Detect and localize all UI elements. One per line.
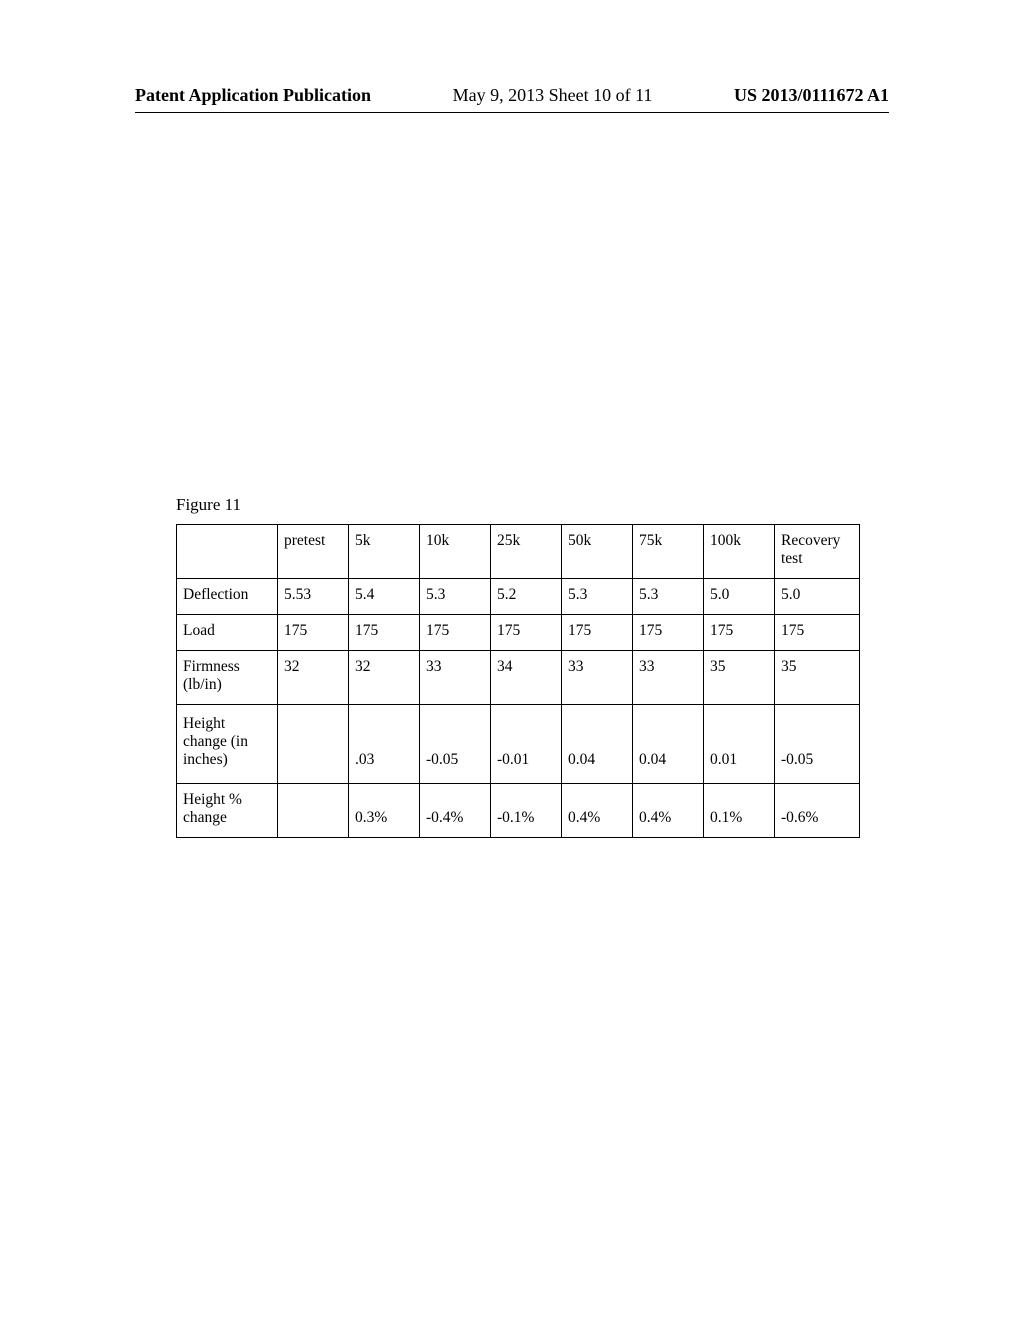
col-header: 100k: [704, 525, 775, 579]
table-cell: 5.2: [491, 579, 562, 615]
header-right: US 2013/0111672 A1: [734, 85, 889, 106]
patent-page: Patent Application Publication May 9, 20…: [0, 0, 1024, 1320]
table-cell: 33: [420, 651, 491, 705]
table-cell: -0.01: [491, 705, 562, 784]
table-cell: .03: [349, 705, 420, 784]
table-cell: 175: [420, 615, 491, 651]
col-header: pretest: [278, 525, 349, 579]
table-cell: -0.05: [420, 705, 491, 784]
header-left: Patent Application Publication: [135, 85, 371, 106]
table-row: Height change (in inches) .03 -0.05 -0.0…: [177, 705, 860, 784]
table-row: Height % change 0.3% -0.4% -0.1% 0.4% 0.…: [177, 784, 860, 838]
table-cell: 0.04: [633, 705, 704, 784]
table-cell: 0.4%: [562, 784, 633, 838]
table-cell: 175: [704, 615, 775, 651]
table-cell: 175: [775, 615, 860, 651]
row-label: Height change (in inches): [177, 705, 278, 784]
col-header: 25k: [491, 525, 562, 579]
table-cell: 33: [633, 651, 704, 705]
table-cell: 5.0: [704, 579, 775, 615]
col-header: 50k: [562, 525, 633, 579]
table-row: Firmness (lb/in) 32 32 33 34 33 33 35 35: [177, 651, 860, 705]
table-cell: -0.4%: [420, 784, 491, 838]
table-cell: -0.6%: [775, 784, 860, 838]
table-cell: 35: [704, 651, 775, 705]
data-table-wrap: pretest 5k 10k 25k 50k 75k 100k Recovery…: [176, 524, 860, 838]
table-cell: [278, 784, 349, 838]
table-cell: 32: [349, 651, 420, 705]
table-cell: 0.1%: [704, 784, 775, 838]
table-cell: 5.3: [562, 579, 633, 615]
table-cell: 5.53: [278, 579, 349, 615]
table-cell: 5.0: [775, 579, 860, 615]
col-header: 75k: [633, 525, 704, 579]
row-label: Deflection: [177, 579, 278, 615]
table-cell: [278, 705, 349, 784]
table-cell: 32: [278, 651, 349, 705]
col-header: 5k: [349, 525, 420, 579]
table-cell: -0.05: [775, 705, 860, 784]
row-label: Firmness (lb/in): [177, 651, 278, 705]
data-table: pretest 5k 10k 25k 50k 75k 100k Recovery…: [176, 524, 860, 838]
col-header: [177, 525, 278, 579]
table-cell: 5.4: [349, 579, 420, 615]
figure-label: Figure 11: [176, 495, 241, 515]
row-label: Load: [177, 615, 278, 651]
table-cell: 34: [491, 651, 562, 705]
header-center: May 9, 2013 Sheet 10 of 11: [453, 85, 653, 106]
col-header: Recovery test: [775, 525, 860, 579]
table-cell: 175: [349, 615, 420, 651]
table-cell: 0.4%: [633, 784, 704, 838]
table-cell: 175: [278, 615, 349, 651]
table-cell: 33: [562, 651, 633, 705]
table-cell: 175: [633, 615, 704, 651]
table-cell: 5.3: [633, 579, 704, 615]
table-cell: 175: [491, 615, 562, 651]
table-cell: 175: [562, 615, 633, 651]
table-header-row: pretest 5k 10k 25k 50k 75k 100k Recovery…: [177, 525, 860, 579]
row-label: Height % change: [177, 784, 278, 838]
col-header: 10k: [420, 525, 491, 579]
table-row: Load 175 175 175 175 175 175 175 175: [177, 615, 860, 651]
table-row: Deflection 5.53 5.4 5.3 5.2 5.3 5.3 5.0 …: [177, 579, 860, 615]
table-cell: 0.3%: [349, 784, 420, 838]
table-cell: 35: [775, 651, 860, 705]
table-cell: 5.3: [420, 579, 491, 615]
table-cell: 0.04: [562, 705, 633, 784]
page-header: Patent Application Publication May 9, 20…: [135, 85, 889, 113]
table-cell: 0.01: [704, 705, 775, 784]
table-cell: -0.1%: [491, 784, 562, 838]
